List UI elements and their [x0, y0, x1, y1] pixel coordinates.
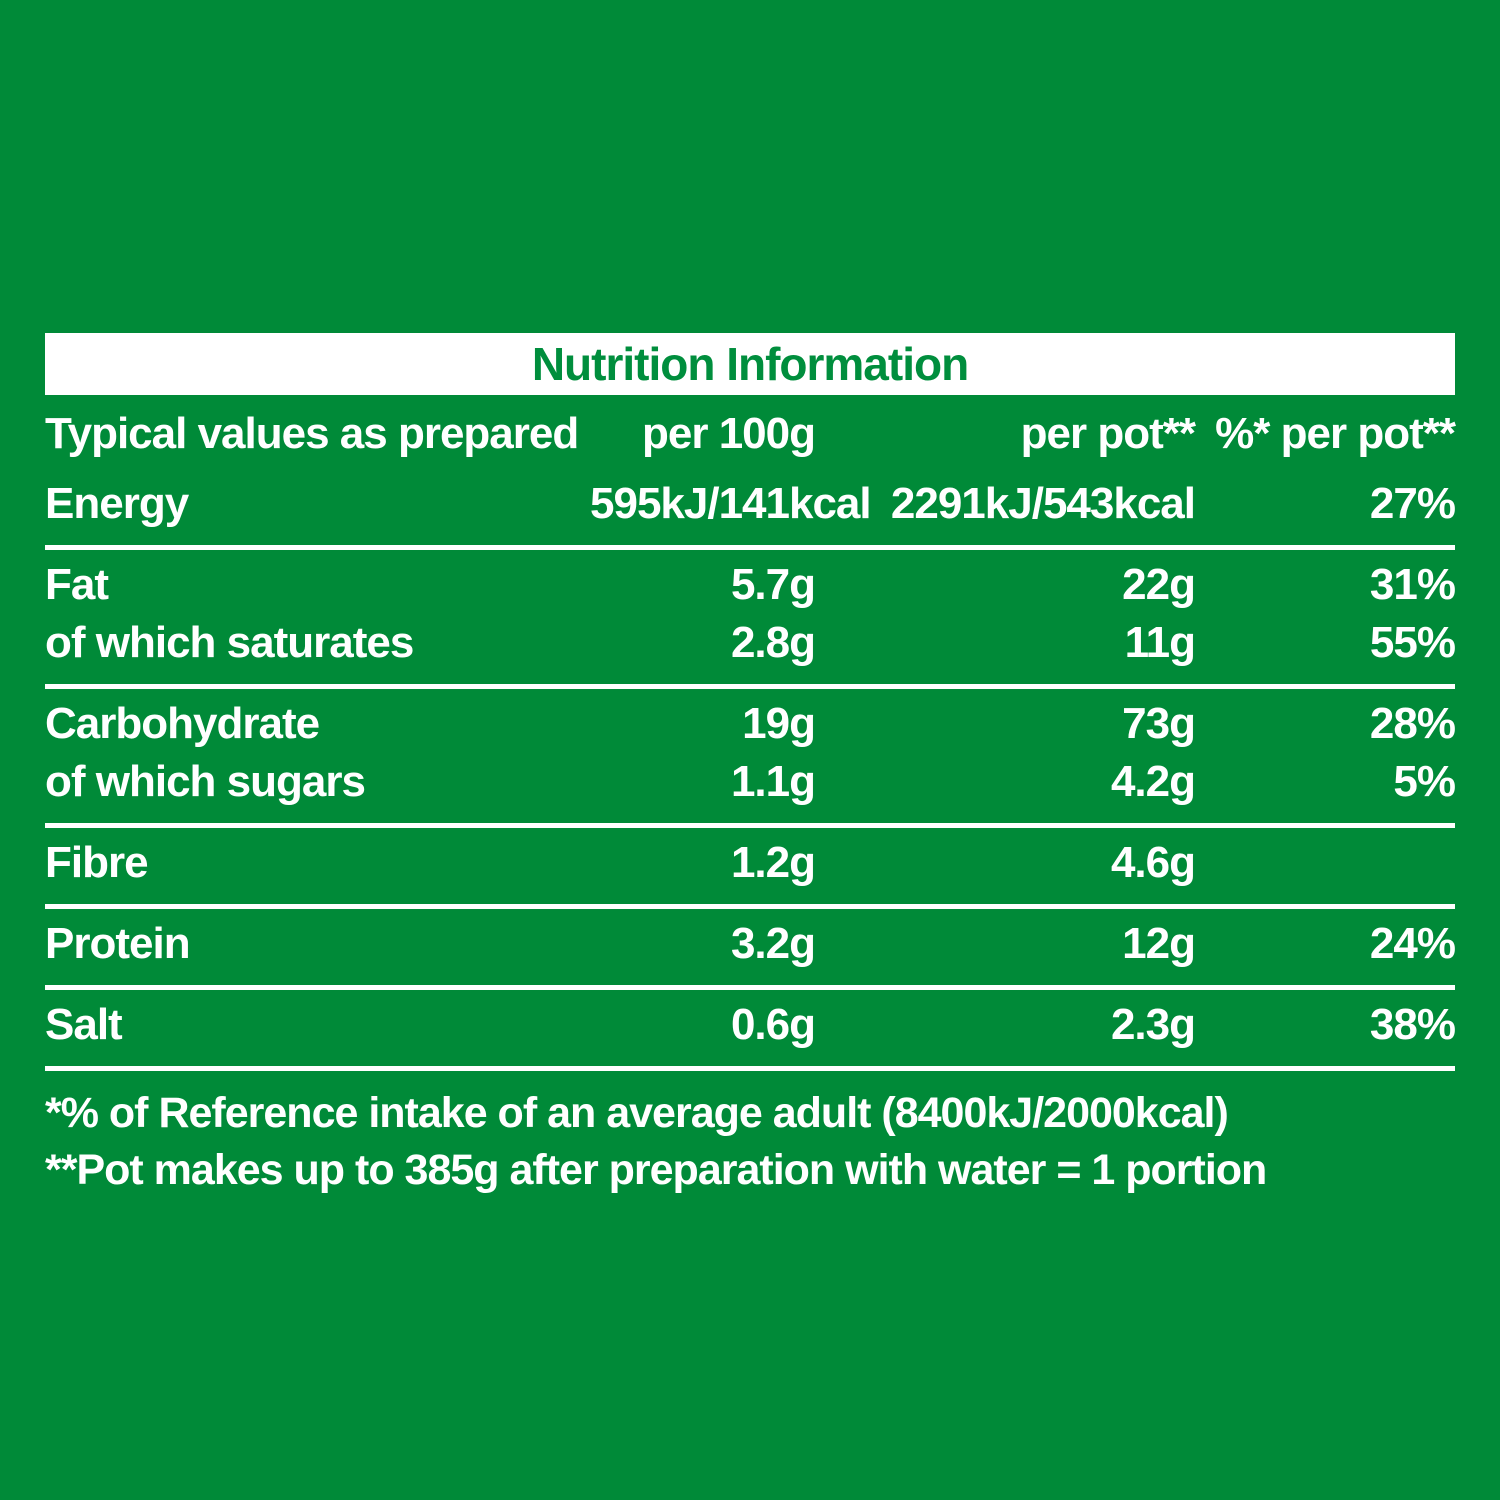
value-per-100g: 5.7g	[730, 560, 816, 609]
value-per-pot: 4.2g	[1110, 757, 1196, 806]
group-fat: Fat 5.7g 22g 31% of which saturates 2.8g…	[45, 550, 1456, 689]
value-per-100g: 1.2g	[730, 838, 816, 887]
group-protein: Protein 3.2g 12g 24%	[45, 909, 1456, 990]
value-per-100g: 2.8g	[730, 618, 816, 667]
value-per-100g: 0.6g	[730, 1000, 816, 1049]
row-label: Salt	[45, 1000, 123, 1049]
value-pct	[1195, 834, 1455, 892]
value-per-pot: 4.6g	[1110, 838, 1196, 887]
column-header-row: Typical values as prepared per 100g per …	[45, 395, 1456, 469]
footnote-pot-portion: **Pot makes up to 385g after preparation…	[45, 1146, 1267, 1194]
table-row-energy: Energy 595kJ/141kcal 2291kJ/543kcal 27%	[45, 475, 1456, 533]
group-fibre: Fibre 1.2g 4.6g	[45, 828, 1455, 909]
row-label: Fat	[45, 560, 109, 609]
row-label: of which sugars	[45, 757, 366, 806]
value-per-pot: 11g	[1124, 618, 1196, 667]
title-bar: Nutrition Information	[45, 333, 1455, 395]
value-per-100g: 1.1g	[730, 757, 816, 806]
value-per-100g: 595kJ/141kcal	[590, 479, 872, 528]
table-row-saturates: of which saturates 2.8g 11g 55%	[45, 614, 1456, 672]
table-row-protein: Protein 3.2g 12g 24%	[45, 915, 1456, 973]
nutrition-panel: Nutrition Information Typical values as …	[45, 333, 1456, 1199]
group-salt: Salt 0.6g 2.3g 38%	[45, 990, 1456, 1071]
footnotes: *% of Reference intake of an average adu…	[45, 1071, 1455, 1199]
value-per-pot: 73g	[1122, 699, 1196, 748]
value-pct: 24%	[1369, 919, 1456, 968]
value-per-100g: 19g	[742, 699, 816, 748]
value-per-pot: 2.3g	[1110, 1000, 1196, 1049]
value-pct: 28%	[1369, 699, 1456, 748]
row-label: Fibre	[45, 838, 149, 887]
col-header-pct-per-pot: %* per pot**	[1215, 409, 1456, 458]
col-header-typical-values: Typical values as prepared	[45, 409, 579, 458]
value-per-100g: 3.2g	[730, 919, 816, 968]
value-pct: 55%	[1369, 618, 1456, 667]
value-per-pot: 12g	[1122, 919, 1196, 968]
value-pct: 5%	[1393, 757, 1456, 806]
group-energy: Energy 595kJ/141kcal 2291kJ/543kcal 27%	[45, 469, 1456, 550]
value-pct: 27%	[1369, 479, 1456, 528]
col-header-per-pot: per pot**	[1020, 409, 1196, 458]
footnote-reference-intake: *% of Reference intake of an average adu…	[45, 1089, 1229, 1137]
value-pct: 31%	[1369, 560, 1456, 609]
table-row-carbohydrate: Carbohydrate 19g 73g 28%	[45, 695, 1456, 753]
panel-title: Nutrition Information	[531, 338, 969, 390]
row-label: Energy	[45, 479, 189, 528]
group-carbohydrate: Carbohydrate 19g 73g 28% of which sugars…	[45, 689, 1456, 828]
row-label: of which saturates	[45, 618, 414, 667]
table-row-salt: Salt 0.6g 2.3g 38%	[45, 996, 1456, 1054]
row-label: Protein	[45, 919, 191, 968]
table-row-fat: Fat 5.7g 22g 31%	[45, 556, 1456, 614]
value-per-pot: 2291kJ/543kcal	[890, 479, 1196, 528]
nutrition-table: Typical values as prepared per 100g per …	[45, 395, 1456, 1199]
row-label: Carbohydrate	[45, 699, 320, 748]
value-per-pot: 22g	[1122, 560, 1196, 609]
table-row-fibre: Fibre 1.2g 4.6g	[45, 834, 1455, 892]
col-header-per-100g: per 100g	[642, 409, 816, 458]
value-pct: 38%	[1369, 1000, 1456, 1049]
table-row-sugars: of which sugars 1.1g 4.2g 5%	[45, 753, 1456, 811]
